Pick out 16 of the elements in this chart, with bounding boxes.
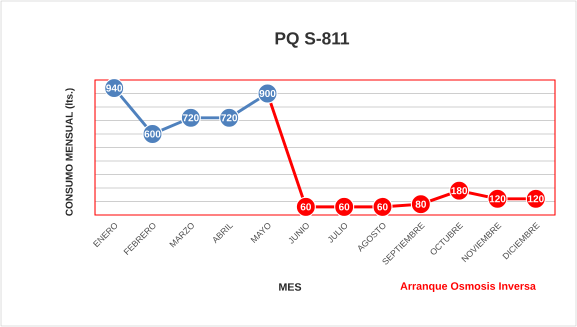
data-label: 60 [300,203,311,210]
data-label: 940 [106,84,122,92]
data-label: 720 [182,114,199,122]
data-label: 60 [377,203,388,210]
chart-title: PQ S-811 [276,32,350,48]
data-label: 900 [260,90,276,98]
text: Arranque Osmosis Inversa [400,282,536,292]
x-axis-title: MES [279,283,302,291]
y-axis-title: CONSUMO MENSUAL (lts.) [65,88,75,216]
data-label: 600 [144,130,160,138]
data-label: 80 [416,200,426,208]
data-label: 120 [490,195,506,202]
data-label: 180 [451,187,468,194]
data-label: 720 [221,114,238,122]
data-label: 120 [528,195,544,202]
data-label: 60 [338,203,350,210]
